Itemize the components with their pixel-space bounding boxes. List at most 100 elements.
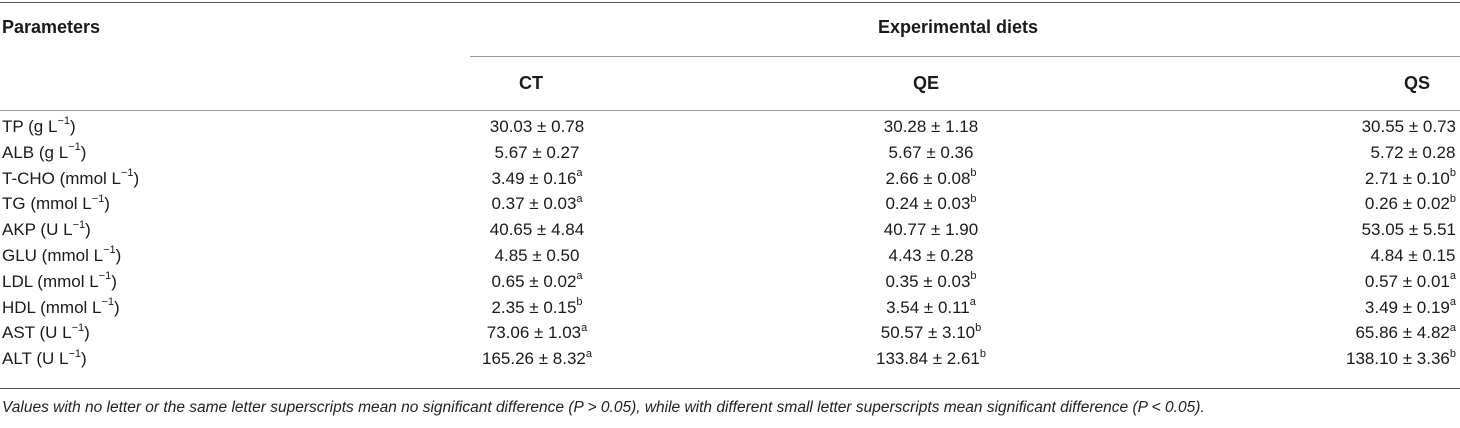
parameter-name: LDL (mmol L	[2, 271, 99, 291]
value-cell: 5.72 ± 0.28	[1371, 143, 1456, 163]
value-text: 4.85 ± 0.50	[494, 246, 580, 265]
value-text: 53.05 ± 5.51	[1361, 220, 1456, 240]
bottom-rule	[0, 388, 1460, 389]
significance-letter: b	[1449, 347, 1456, 360]
table-footnote: Values with no letter or the same letter…	[2, 399, 1205, 416]
parameter-name: ALB (g L	[2, 142, 69, 162]
value-cell: 53.05 ± 5.51	[1362, 220, 1456, 240]
value-text: 4.43 ± 0.28	[888, 246, 974, 265]
parameter-close: )	[81, 349, 87, 369]
parameter-close: )	[85, 220, 91, 240]
parameter-close: )	[84, 323, 90, 343]
table-row: ALT (U L−1) 165.26 ± 8.32a 133.84 ± 2.61b 1…	[0, 347, 1460, 371]
table-row: HDL (mmol L−1) 2.35 ± 0.15b 3.54 ± 0.11a 3.…	[0, 295, 1460, 320]
parameter-cell: GLU (mmol L−1)	[2, 244, 122, 266]
value-cell: 138.10 ± 3.36b	[1346, 347, 1456, 369]
parameter-name: ALT (U L	[2, 349, 69, 369]
value-text: 65.86 ± 4.82	[1355, 323, 1450, 343]
value-text: 3.49 ± 0.16	[491, 168, 577, 188]
parameter-cell: TP (g L−1)	[2, 115, 76, 137]
table-row: T-CHO (mmol L−1) 3.49 ± 0.16a 2.66 ± 0.08b…	[0, 166, 1460, 191]
parameter-close: )	[104, 194, 110, 214]
significance-letter: b	[576, 295, 583, 308]
unit-exponent: −1	[121, 166, 134, 179]
value-text: 40.77 ± 1.90	[883, 220, 979, 240]
column-header-ct: CT	[519, 73, 543, 93]
value-cell: 0.26 ± 0.02b	[1364, 192, 1456, 214]
parameter-close: )	[80, 142, 87, 162]
value-cell: 4.43 ± 0.28	[889, 246, 974, 266]
significance-letter: b	[970, 192, 977, 205]
value-text: 3.54 ± 0.11	[886, 297, 970, 317]
unit-exponent: −1	[72, 218, 86, 231]
value-cell: 0.37 ± 0.03a	[491, 193, 582, 214]
value-cell: 40.77 ± 1.90	[884, 220, 978, 240]
experimental-diets-header: Experimental diets	[878, 17, 1039, 37]
parameters-header: Parameters	[2, 17, 101, 37]
value-cell: 30.03 ± 0.78	[490, 117, 584, 137]
value-cell: 5.67 ± 0.36	[889, 143, 974, 163]
significance-letter: a	[585, 347, 592, 360]
value-cell: 133.84 ± 2.61b	[876, 348, 986, 369]
table-row: GLU (mmol L−1) 4.85 ± 0.50 4.43 ± 0.28 4.84…	[0, 244, 1460, 268]
value-text: 50.57 ± 3.10	[880, 323, 976, 343]
value-cell: 2.71 ± 0.10b	[1364, 166, 1456, 189]
value-cell: 73.06 ± 1.03a	[486, 321, 588, 343]
parameter-name: HDL (mmol L	[2, 297, 102, 317]
value-text: 0.35 ± 0.03	[885, 271, 971, 291]
value-text: 165.26 ± 8.32	[482, 349, 586, 369]
parameter-cell: AKP (U L−1)	[2, 218, 91, 240]
value-text: 0.26 ± 0.02	[1364, 194, 1450, 214]
value-cell: 2.35 ± 0.15b	[491, 295, 583, 318]
value-cell: 165.26 ± 8.32a	[482, 347, 592, 369]
parameter-close: )	[115, 246, 122, 265]
significance-letter: a	[581, 321, 588, 334]
parameter-cell: T-CHO (mmol L−1)	[2, 166, 139, 189]
value-text: 0.24 ± 0.03	[885, 194, 971, 214]
significance-letter: b	[970, 166, 977, 179]
value-cell: 0.57 ± 0.01a	[1365, 270, 1456, 292]
value-text: 2.71 ± 0.10	[1364, 168, 1450, 188]
significance-letter: b	[1449, 192, 1456, 205]
value-cell: 0.24 ± 0.03b	[885, 192, 977, 214]
value-text: 5.67 ± 0.27	[494, 142, 580, 162]
value-text: 30.03 ± 0.78	[489, 117, 585, 136]
value-cell: 4.84 ± 0.15	[1371, 246, 1456, 266]
value-cell: 30.28 ± 1.18	[884, 117, 978, 137]
significance-letter: a	[969, 295, 976, 308]
parameter-name: AKP (U L	[2, 220, 73, 240]
value-cell: 65.86 ± 4.82a	[1355, 322, 1456, 343]
significance-letter: a	[576, 166, 583, 179]
parameter-close: )	[111, 271, 117, 291]
significance-letter: a	[1449, 270, 1456, 283]
value-cell: 3.49 ± 0.16a	[491, 166, 583, 189]
unit-exponent: −1	[57, 115, 70, 128]
table-row: TG (mmol L−1) 0.37 ± 0.03a 0.24 ± 0.03b 0.2…	[0, 192, 1460, 216]
value-cell: 0.65 ± 0.02a	[491, 271, 582, 292]
value-cell: 40.65 ± 4.84	[490, 220, 584, 240]
value-text: 5.72 ± 0.28	[1370, 142, 1456, 162]
value-text: 2.66 ± 0.08	[885, 168, 971, 188]
table-row: LDL (mmol L−1) 0.65 ± 0.02a 0.35 ± 0.03b 0.…	[0, 270, 1460, 294]
value-text: 40.65 ± 4.84	[489, 220, 585, 240]
table-row: AKP (U L−1) 40.65 ± 4.84 40.77 ± 1.90 53.05…	[0, 218, 1460, 242]
parameter-cell: AST (U L−1)	[2, 321, 90, 343]
unit-exponent: −1	[98, 270, 112, 283]
table-row: TP (g L−1) 30.03 ± 0.78 30.28 ± 1.18 30.55 …	[0, 115, 1460, 139]
value-text: 2.35 ± 0.15	[491, 297, 577, 317]
value-cell: 4.85 ± 0.50	[495, 246, 580, 266]
unit-exponent: −1	[103, 244, 116, 257]
value-cell: 0.35 ± 0.03b	[885, 271, 976, 292]
value-cell: 3.49 ± 0.19a	[1365, 296, 1456, 318]
significance-letter: b	[1449, 166, 1456, 179]
value-text: 133.84 ± 2.61	[876, 349, 980, 369]
column-header-qe: QE	[913, 73, 940, 93]
value-cell: 3.54 ± 0.11a	[886, 295, 976, 318]
group-underline	[470, 56, 1460, 57]
unit-exponent: −1	[71, 321, 85, 334]
parameter-close: )	[114, 297, 120, 317]
parameter-cell: TG (mmol L−1)	[2, 192, 110, 214]
unit-exponent: −1	[91, 192, 105, 205]
value-cell: 2.66 ± 0.08b	[885, 166, 977, 189]
value-text: 73.06 ± 1.03	[486, 323, 582, 343]
